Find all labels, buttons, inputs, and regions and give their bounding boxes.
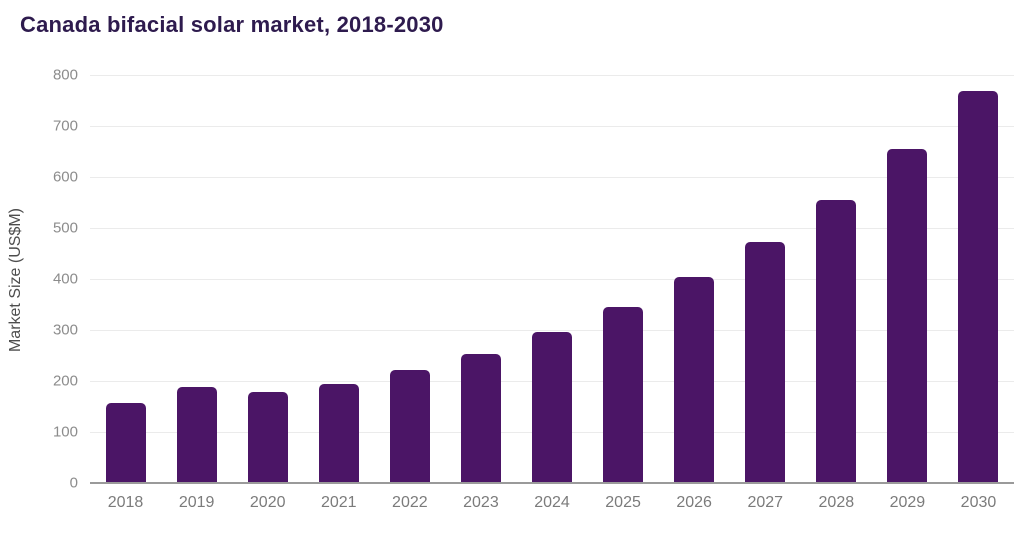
bar-2024 (532, 332, 572, 483)
bar-column-2018 (90, 75, 161, 483)
bar-column-2029 (872, 75, 943, 483)
y-tick-label-600: 600 (52, 168, 78, 186)
x-tick-label-2027: 2027 (747, 494, 784, 511)
bar-column-2019 (161, 75, 232, 483)
bar-2027 (745, 242, 786, 483)
y-tick-label-400: 400 (52, 270, 78, 288)
y-tick-label-800: 800 (52, 66, 78, 84)
chart-title: Canada bifacial solar market, 2018-2030 (20, 12, 444, 37)
bar-column-2023 (445, 75, 516, 483)
y-tick-label-300: 300 (52, 321, 78, 339)
bar-column-2026 (659, 75, 730, 483)
gridline-400 (90, 279, 1014, 280)
bar-column-2027 (730, 75, 801, 483)
bar-column-2030 (943, 75, 1014, 483)
x-axis-labels: 2018 2019 2020 2021 2022 2023 2024 2025 2026 2027… (90, 494, 1014, 512)
bar-2029 (887, 149, 928, 483)
bars-container (90, 75, 1014, 483)
x-axis-line (90, 482, 1014, 484)
bar-column-2024 (516, 75, 587, 483)
x-tick-label-2024: 2024 (534, 494, 570, 511)
x-tick-label-2020: 2020 (249, 494, 286, 511)
y-tick-label-700: 700 (52, 117, 78, 135)
bar-column-2021 (303, 75, 374, 483)
bar-2020 (247, 391, 288, 483)
bar-column-2020 (232, 75, 303, 483)
gridline-300 (90, 330, 1014, 331)
x-tick-label-2018: 2018 (107, 494, 144, 511)
bar-2028 (816, 199, 857, 483)
x-tick-label-2028: 2028 (818, 494, 855, 511)
bar-column-2028 (801, 75, 872, 483)
bar-2026 (674, 276, 715, 483)
x-tick-label-2022: 2022 (392, 494, 428, 511)
bar-2021 (318, 384, 359, 483)
y-tick-label-0: 0 (69, 474, 78, 492)
bar-2022 (389, 369, 430, 483)
y-tick-label-200: 200 (52, 372, 78, 390)
y-tick-label-500: 500 (52, 219, 78, 237)
bar-column-2022 (374, 75, 445, 483)
gridline-500 (90, 228, 1014, 229)
bar-2023 (460, 353, 501, 483)
x-tick-label-2026: 2026 (676, 494, 712, 511)
bar-2025 (603, 307, 644, 483)
y-tick-label-100: 100 (52, 423, 78, 441)
x-tick-label-2019: 2019 (178, 494, 215, 511)
gridline-700 (90, 126, 1014, 127)
gridline-800 (90, 75, 1014, 76)
x-tick-label-2029: 2029 (889, 494, 926, 511)
bar-2019 (176, 387, 217, 483)
bar-2018 (105, 402, 146, 483)
x-tick-label-2025: 2025 (605, 494, 641, 511)
bar-2030 (958, 90, 999, 483)
x-tick-label-2021: 2021 (320, 494, 357, 511)
gridline-600 (90, 177, 1014, 178)
bar-column-2025 (588, 75, 659, 483)
x-tick-label-2030: 2030 (960, 494, 997, 511)
x-tick-label-2023: 2023 (463, 494, 499, 511)
